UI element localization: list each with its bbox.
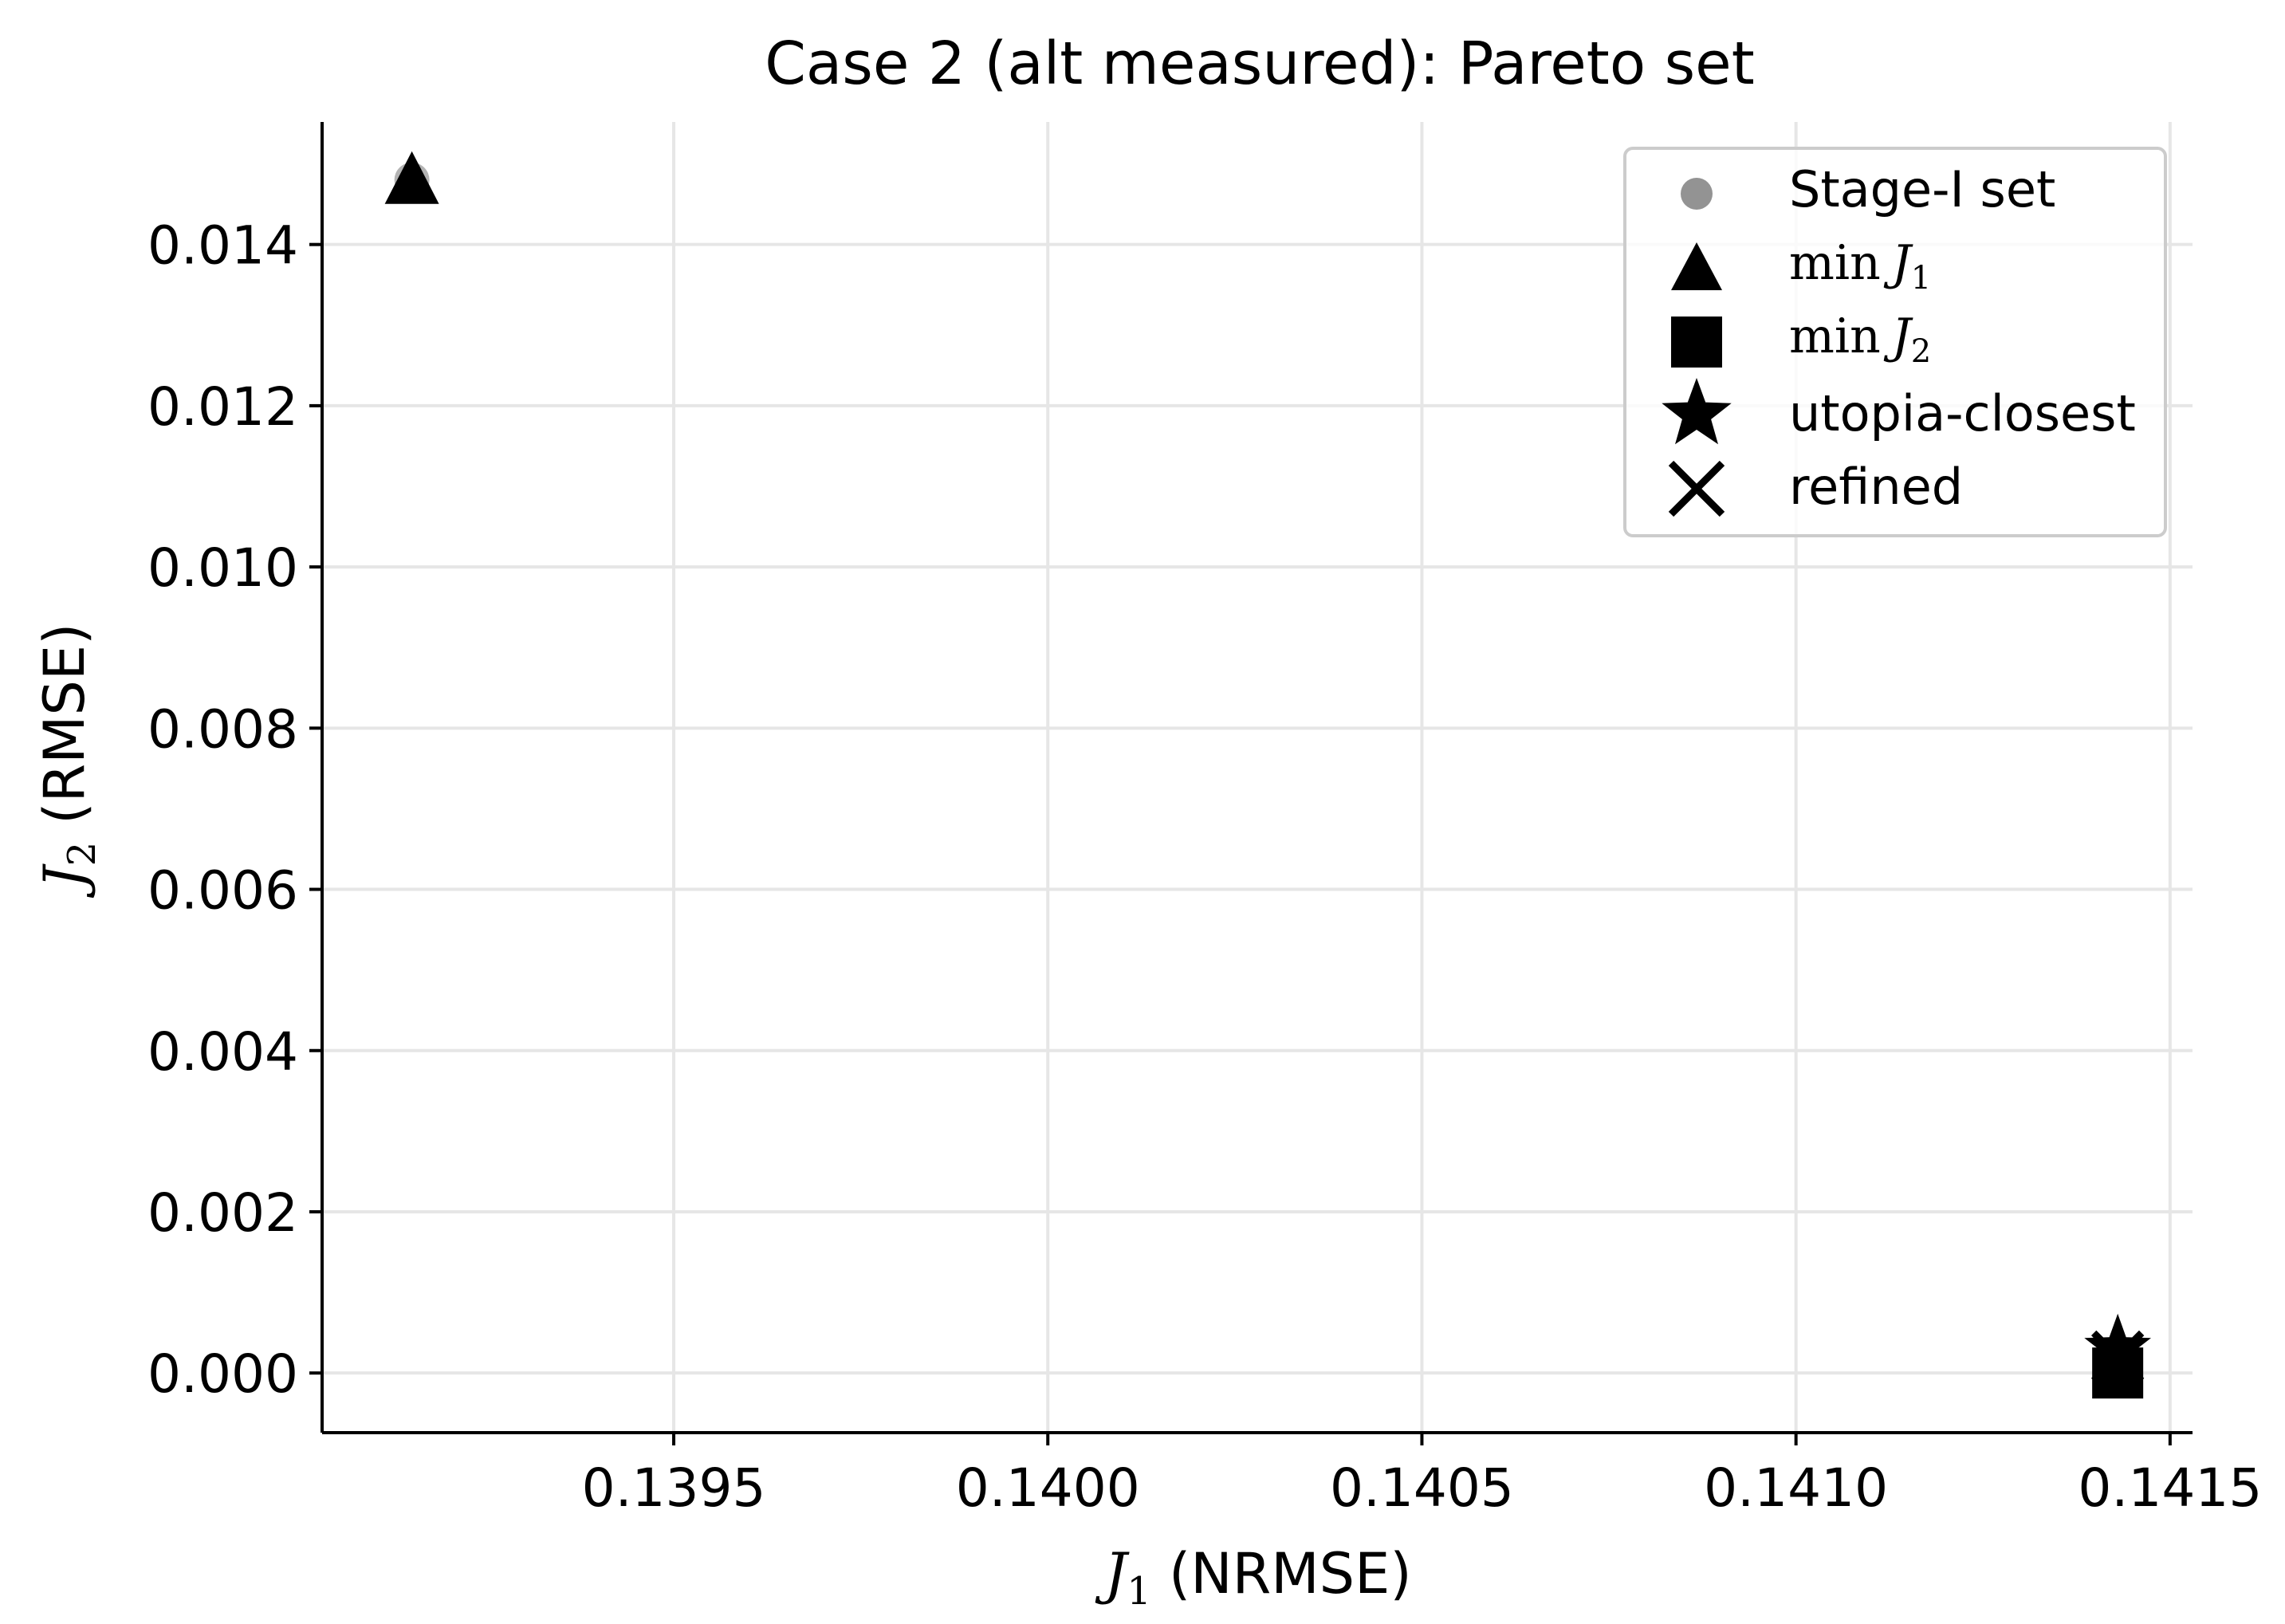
legend-label-min-j2: min J2 <box>1789 309 1931 370</box>
x-tick-label: 0.1410 <box>1704 1457 1888 1519</box>
legend-frame <box>1623 147 2167 537</box>
legend-label-refined: refined <box>1789 458 1963 516</box>
y-tick-label: 0.008 <box>147 698 298 760</box>
legend-item-stage-i: Stage-I set <box>1681 160 2055 218</box>
y-tick-label: 0.010 <box>147 537 298 599</box>
x-axis-ticks: 0.1395 0.1400 0.1405 0.1410 0.1415 <box>582 1433 2262 1519</box>
legend-min-j2-subscript: 2 <box>1911 333 1931 370</box>
refined-point <box>2090 1330 2145 1384</box>
x-tick-label: 0.1415 <box>2078 1457 2262 1519</box>
legend-item-refined: refined <box>1668 458 1963 517</box>
legend-square-marker <box>1671 317 1722 368</box>
legend-label-min-j1: min J1 <box>1789 235 1931 297</box>
x-axis-label: J1 (NRMSE) <box>1095 1541 1411 1614</box>
x-tick-label: 0.1400 <box>956 1457 1140 1519</box>
x-axis-text: (NRMSE) <box>1169 1541 1412 1606</box>
y-axis-text: (RMSE) <box>32 623 97 824</box>
chart-title: Case 2 (alt measured): Pareto set <box>765 29 1754 98</box>
legend-item-min-j2: min J2 <box>1671 309 1931 370</box>
y-tick-label: 0.006 <box>147 860 298 922</box>
legend-min-j2-prefix: min <box>1789 309 1881 364</box>
min-j1-point <box>384 151 439 204</box>
y-tick-label: 0.012 <box>147 376 298 438</box>
legend-circle-marker <box>1681 178 1713 210</box>
legend-label-utopia-closest: utopia-closest <box>1789 384 2136 442</box>
legend-label-stage-i: Stage-I set <box>1789 160 2055 218</box>
x-tick-label: 0.1395 <box>582 1457 766 1519</box>
y-axis-symbol: J <box>32 863 97 898</box>
legend-item-utopia-closest: utopia-closest <box>1662 378 2136 445</box>
y-axis-label: J2 (RMSE) <box>32 623 104 899</box>
x-axis-subscript: 1 <box>1127 1569 1151 1614</box>
legend: Stage-I set min J1 min J2 utopia-closest r… <box>1623 147 2167 537</box>
y-axis-subscript: 2 <box>60 842 104 867</box>
utopia-closest-point <box>2084 1313 2151 1378</box>
y-tick-label: 0.004 <box>147 1021 298 1083</box>
legend-x-marker <box>1668 460 1725 517</box>
legend-min-j1-subscript: 1 <box>1911 260 1931 297</box>
legend-triangle-marker <box>1671 242 1722 290</box>
x-axis-symbol: J <box>1095 1541 1130 1606</box>
data-points <box>384 151 2151 1399</box>
legend-min-j1-prefix: min <box>1789 235 1881 291</box>
y-axis-ticks: 0.000 0.002 0.004 0.006 0.008 0.010 0.012 0.014 <box>147 215 322 1405</box>
x-tick-label: 0.1405 <box>1330 1457 1514 1519</box>
y-tick-label: 0.014 <box>147 215 298 277</box>
legend-star-marker <box>1662 378 1732 445</box>
y-tick-label: 0.000 <box>147 1343 298 1405</box>
y-tick-label: 0.002 <box>147 1182 298 1244</box>
